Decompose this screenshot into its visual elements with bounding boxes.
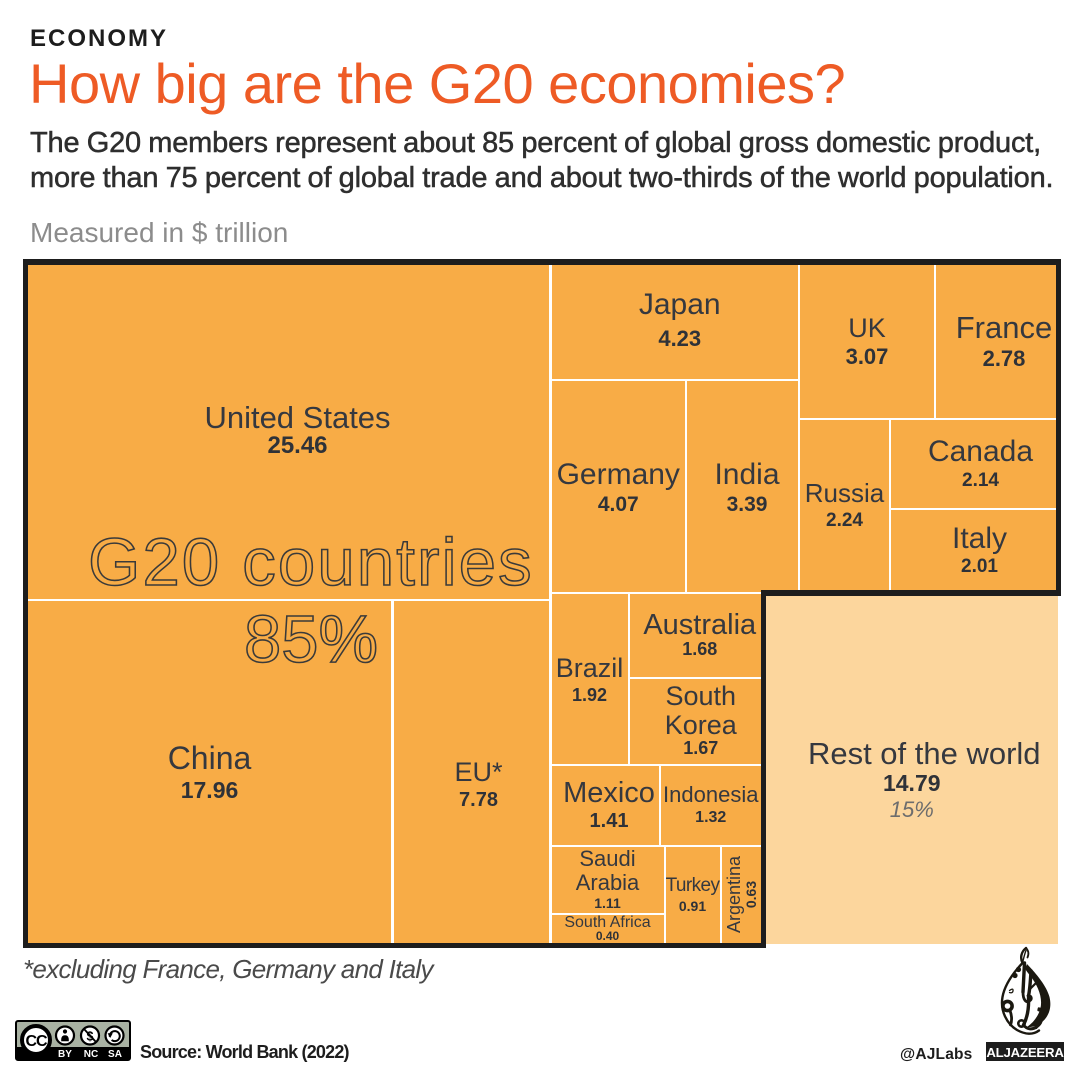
svg-text:NC: NC — [84, 1049, 98, 1060]
svg-text:BY: BY — [58, 1049, 72, 1060]
svg-text:CC: CC — [25, 1033, 48, 1050]
svg-text:ALJAZEERA: ALJAZEERA — [986, 1045, 1064, 1060]
svg-text:SA: SA — [108, 1049, 122, 1060]
